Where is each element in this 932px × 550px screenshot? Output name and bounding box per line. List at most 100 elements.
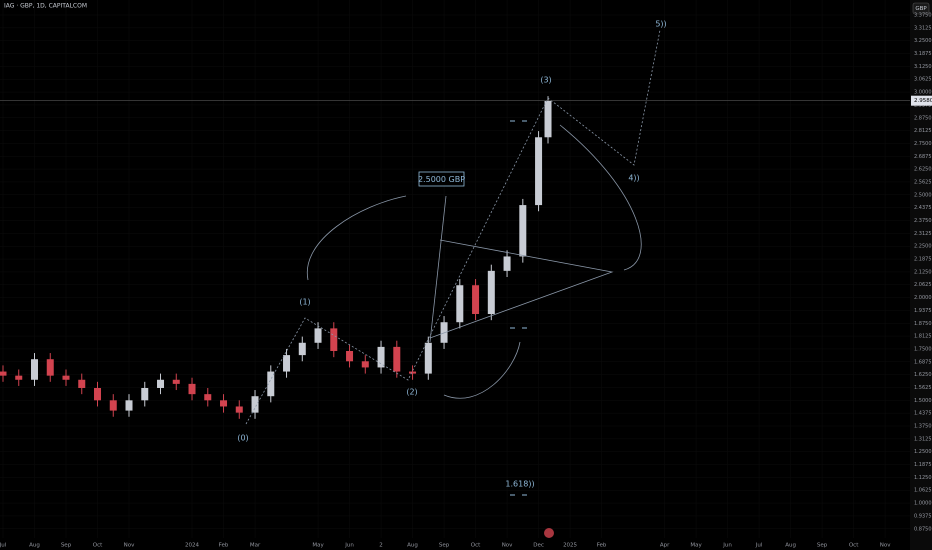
x-tick-label: Sep [439, 543, 450, 549]
candle-body [125, 400, 133, 411]
y-tick-label: 2.3125 [914, 231, 932, 237]
candle-body [283, 355, 291, 372]
y-tick-label: 1.3125 [914, 436, 932, 442]
x-tick-label: 2 [379, 543, 383, 549]
x-tick-label: Aug [29, 543, 40, 549]
annotation: (0) [237, 434, 248, 443]
y-tick-label: 0.8750 [914, 526, 932, 532]
y-tick-label: 1.5000 [914, 398, 932, 404]
candle-body [377, 346, 385, 368]
y-tick-label: 2.6875 [914, 154, 932, 160]
candle-body [409, 371, 417, 374]
y-tick-label: 2.4375 [914, 205, 932, 211]
x-tick-label: Jun [344, 543, 354, 549]
annotation: 1.618)) [505, 480, 534, 489]
grid [0, 0, 910, 538]
event-icon[interactable] [544, 528, 554, 538]
y-tick-label: 2.1875 [914, 257, 932, 263]
candle-body [346, 350, 354, 362]
x-tick-label: Nov [502, 543, 513, 549]
x-tick-label: Oct [471, 543, 481, 549]
x-tick-label: Aug [407, 543, 418, 549]
annotation: (2) [406, 388, 417, 397]
y-tick-label: 1.3750 [914, 424, 932, 430]
candle-body [0, 371, 7, 376]
candle-body [46, 359, 54, 376]
y-tick-label: 3.2500 [914, 38, 932, 44]
x-tick-label: 2024 [185, 543, 199, 549]
candle-body [424, 342, 432, 374]
candle-body [487, 270, 495, 315]
y-tick-label: 2.7500 [914, 141, 932, 147]
y-tick-label: 1.9375 [914, 308, 932, 314]
triangle [429, 239, 614, 339]
candle-body [62, 375, 70, 380]
x-tick-label: Sep [817, 543, 828, 549]
candles [0, 96, 552, 419]
candle-body [109, 400, 117, 411]
x-tick-label: Nov [124, 543, 135, 549]
y-tick-label: 1.2500 [914, 449, 932, 455]
y-tick-label: 1.6250 [914, 372, 932, 378]
x-tick-label: Oct [93, 543, 103, 549]
y-tick-label: 0.9375 [914, 513, 932, 519]
y-tick-label: 2.2500 [914, 244, 932, 250]
y-tick-label: 1.4375 [914, 411, 932, 417]
candle-body [544, 100, 552, 138]
candle-body [314, 328, 322, 343]
x-tick-label: Jul [0, 543, 7, 549]
candle-body [204, 394, 212, 401]
annotation: (3) [540, 76, 551, 85]
y-tick-label: 1.1250 [914, 475, 932, 481]
y-tick-label: 1.5625 [914, 385, 932, 391]
candle-body [535, 137, 543, 206]
candle-body [472, 285, 480, 315]
currency-label: GBP [915, 6, 927, 12]
candle-body [172, 379, 180, 384]
y-tick-label: 3.0000 [914, 90, 932, 96]
arc [306, 195, 407, 281]
candle-body [298, 342, 306, 356]
x-tick-label: Dec [533, 543, 544, 549]
candle-body [361, 361, 369, 368]
candle-body [30, 359, 38, 380]
y-tick-label: 2.5000 [914, 192, 932, 198]
x-tick-label: 2025 [563, 543, 577, 549]
y-tick-label: 3.1250 [914, 64, 932, 70]
last-price-label: 2.9580 [914, 98, 932, 104]
candle-body [330, 328, 338, 351]
candle-body [94, 387, 102, 401]
axes: 3.3750 3.3125 3.2500 3.1875 3.1250 3.0625 3.00… [0, 13, 932, 549]
candle-body [393, 346, 401, 372]
annotation: 2.5000 GBP [418, 175, 465, 184]
y-tick-label: 2.1250 [914, 269, 932, 275]
x-tick-label: Feb [597, 543, 607, 549]
price-axis [910, 0, 932, 550]
candle-body [188, 383, 196, 395]
y-tick-label: 1.0000 [914, 501, 932, 507]
x-tick-label: Feb [219, 543, 229, 549]
x-tick-label: Aug [785, 543, 796, 549]
currency-button[interactable] [912, 2, 930, 15]
y-tick-label: 1.0625 [914, 488, 932, 494]
y-tick-label: 3.0625 [914, 77, 932, 83]
y-tick-label: 2.5625 [914, 179, 932, 185]
candle-body [251, 396, 259, 413]
arc [559, 124, 642, 271]
wave-path [245, 29, 661, 425]
candle-body [220, 400, 228, 407]
candle-body [15, 375, 23, 380]
x-tick-label: May [312, 543, 324, 549]
y-tick-label: 2.3750 [914, 218, 932, 224]
annotation: (1) [299, 298, 310, 307]
y-tick-label: 2.8125 [914, 128, 932, 134]
candle-body [456, 285, 464, 323]
x-tick-label: Jun [722, 543, 732, 549]
x-tick-label: May [690, 543, 702, 549]
y-tick-label: 3.1875 [914, 51, 932, 57]
y-tick-label: 1.8125 [914, 334, 932, 340]
candle-body [78, 379, 86, 388]
candle-body [519, 205, 527, 257]
